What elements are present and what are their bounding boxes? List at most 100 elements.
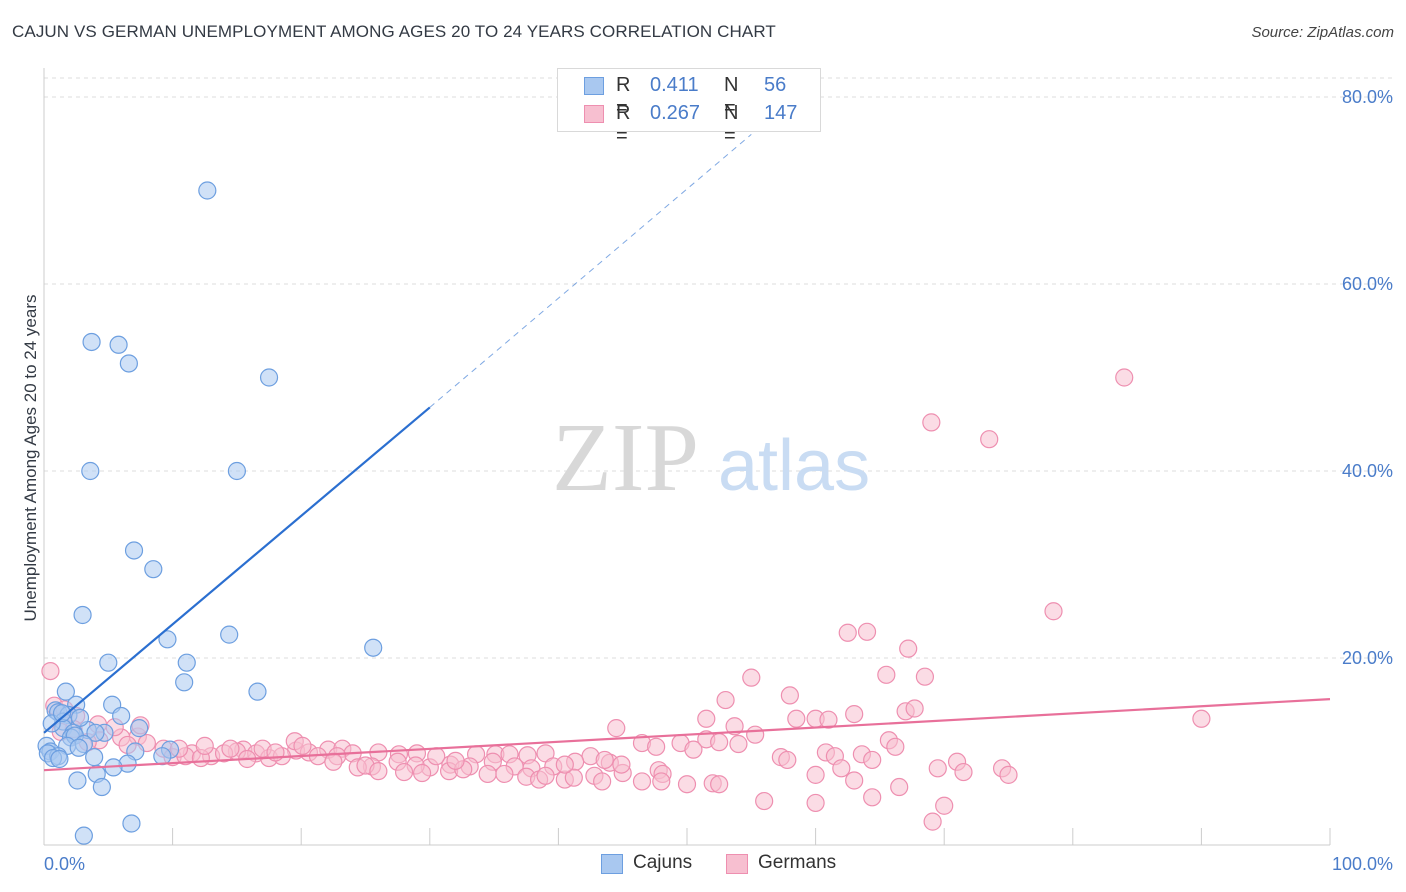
cajuns-swatch (601, 854, 623, 874)
data-point (248, 682, 267, 701)
data-point (607, 719, 626, 738)
y-tick-label: 80.0% (1342, 87, 1393, 107)
data-point (780, 686, 799, 705)
data-point (838, 623, 857, 642)
data-point (122, 814, 141, 833)
data-point (52, 704, 72, 723)
watermark-atlas: atlas (718, 426, 870, 506)
legend-label: Cajuns (633, 852, 693, 873)
data-point (905, 699, 924, 718)
data-point (746, 725, 765, 744)
data-point (725, 717, 744, 736)
data-point (806, 793, 825, 813)
data-point (832, 759, 851, 778)
data-point (980, 430, 999, 449)
data-point (85, 748, 104, 767)
data-point (778, 750, 797, 770)
data-point (195, 736, 214, 755)
data-point (69, 738, 88, 757)
data-point (68, 771, 87, 790)
data-point (1115, 368, 1134, 387)
data-point (845, 704, 864, 724)
data-point (50, 749, 69, 769)
y-tick-label: 40.0% (1342, 461, 1393, 481)
data-point (845, 771, 864, 790)
data-point (70, 708, 90, 727)
data-point (220, 625, 239, 644)
cajuns-series (37, 181, 383, 845)
cajuns-trend-extension (429, 134, 752, 408)
data-point (632, 772, 652, 791)
data-point (697, 709, 716, 728)
germans-series (41, 368, 1211, 831)
y-tick-label: 20.0% (1342, 648, 1393, 668)
data-point (863, 750, 882, 770)
data-point (755, 791, 774, 811)
data-point (923, 812, 942, 831)
data-point (915, 667, 935, 686)
data-point (863, 788, 882, 807)
data-point (710, 775, 729, 794)
n-label: N = (724, 102, 739, 147)
data-point (109, 335, 128, 354)
data-point (56, 682, 75, 701)
data-point (593, 772, 612, 791)
data-point (369, 762, 388, 781)
data-point (819, 710, 838, 729)
data-point (954, 762, 973, 782)
data-point (999, 765, 1018, 784)
data-point (478, 764, 497, 784)
data-point (446, 751, 465, 770)
data-point (877, 665, 896, 684)
r-value: 0.267 (650, 102, 701, 124)
trend-lines (43, 134, 1331, 772)
data-point (227, 461, 246, 481)
data-point (922, 413, 941, 432)
data-point (935, 796, 954, 815)
data-point (899, 639, 918, 658)
data-point (144, 560, 163, 579)
data-point (177, 653, 196, 672)
data-point (82, 332, 101, 352)
data-point (364, 638, 383, 657)
data-point (175, 673, 194, 692)
germans-swatch (584, 105, 604, 123)
germans-trend-line (43, 698, 1331, 772)
data-point (684, 740, 703, 759)
data-point (158, 630, 177, 649)
x-tick-label: 100.0% (1332, 854, 1393, 874)
watermark: ZIP atlas (552, 404, 870, 512)
n-label: N = (724, 74, 739, 119)
data-point (130, 719, 149, 738)
data-point (81, 461, 100, 481)
data-point (1044, 602, 1063, 621)
data-point (806, 765, 825, 784)
grid-lines (44, 77, 1392, 659)
data-point (41, 661, 60, 681)
data-point (612, 755, 631, 774)
r-value: 0.411 (650, 74, 699, 96)
n-value: 147 (764, 102, 798, 124)
data-point (293, 736, 312, 755)
data-point (886, 737, 905, 756)
data-point (124, 541, 144, 560)
data-point (652, 772, 671, 791)
chart-title: CAJUN VS GERMAN UNEMPLOYMENT AMONG AGES … (12, 22, 776, 41)
cajuns-swatch (584, 77, 604, 95)
data-point (536, 766, 555, 785)
data-point (119, 354, 138, 373)
data-point (564, 768, 583, 787)
data-point (394, 762, 414, 782)
germans-swatch (726, 854, 748, 874)
n-value: 56 (764, 74, 787, 96)
data-point (742, 668, 761, 687)
data-point (716, 690, 735, 710)
source-credit: Source: ZipAtlas.com (1251, 24, 1394, 41)
data-point (92, 777, 111, 797)
r-label: R = (616, 102, 631, 147)
data-point (555, 755, 574, 774)
watermark-zip: ZIP (552, 404, 699, 512)
data-point (112, 706, 131, 726)
data-point (73, 605, 92, 625)
